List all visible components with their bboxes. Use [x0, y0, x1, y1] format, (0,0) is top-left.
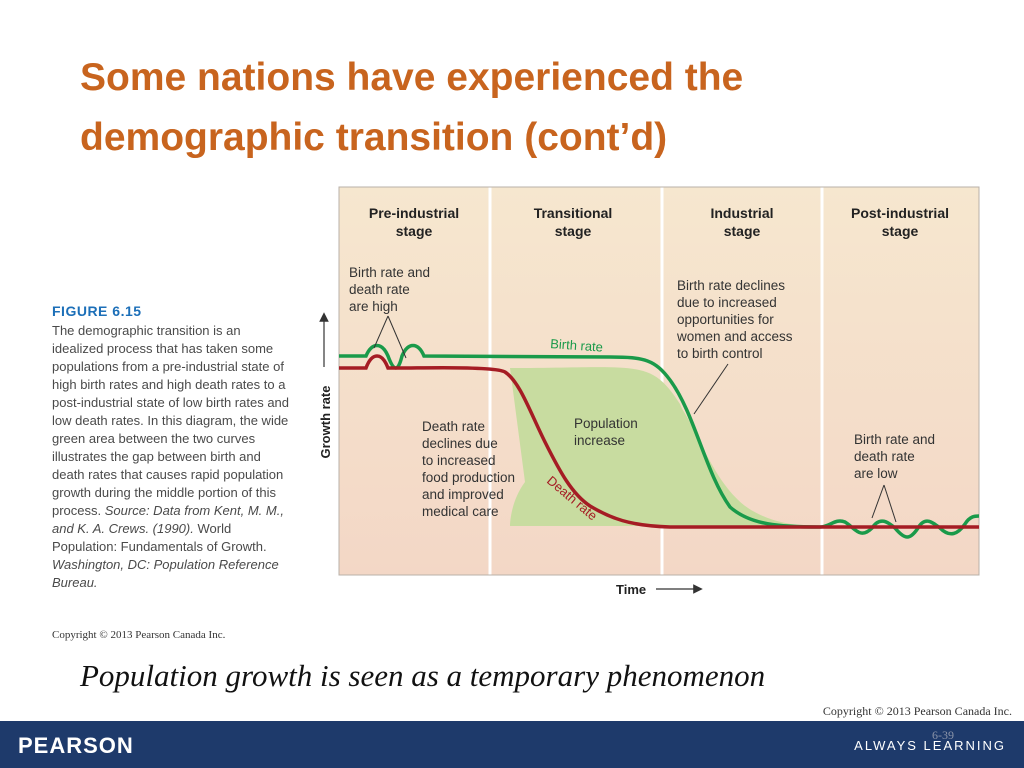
leader-pre-high-b [387, 315, 407, 359]
footer-copyright: Copyright © 2013 Pearson Canada Inc. [822, 704, 1012, 718]
y-axis-label: Growth rate [318, 386, 333, 459]
annotation-pre-high-2: death rate [349, 282, 410, 297]
figure-caption-text: The demographic transition is an idealiz… [52, 323, 290, 518]
population-increase-area-upper [510, 368, 810, 527]
leader-post-low-b [883, 484, 897, 523]
leader-birth-declines [693, 363, 729, 415]
stage-3-header: Industrial [710, 205, 773, 221]
annotation-post-low-1: Birth rate and [854, 432, 935, 447]
figure-label: FIGURE 6.15 [52, 303, 142, 319]
annotation-birth-declines-3: opportunities for [677, 312, 774, 327]
annotation-death-declines-3: to increased [422, 453, 496, 468]
figure-copyright: Copyright © 2013 Pearson Canada Inc. [52, 629, 226, 641]
figure-source: Source: Data from Kent, M. M., and K. A.… [52, 503, 284, 536]
annotation-post-low-3: are low [854, 466, 898, 481]
stage-4-header: Post-industrial [851, 205, 949, 221]
annotation-death-declines-5: and improved [422, 487, 504, 502]
leader-post-low-a [871, 484, 885, 519]
diagram-border [338, 186, 980, 576]
death-rate-curve [339, 354, 979, 529]
annotation-death-declines-1: Death rate [422, 419, 485, 434]
figure-source-title: World Population: Fundamentals of Growth… [52, 521, 267, 554]
annotation-pre-high-1: Birth rate and [349, 265, 430, 280]
title-line-2: demographic transition (cont’d) [80, 116, 668, 159]
x-axis-label: Time [616, 582, 646, 597]
annotation-pre-high-3: are high [349, 299, 398, 314]
figure-source-place: Washington, DC: Population Reference Bur… [52, 557, 279, 590]
footer-tagline: ALWAYS LEARNING [854, 738, 1006, 753]
annotation-population-increase-2: increase [574, 433, 625, 448]
title-line-1: Some nations have experienced the [80, 56, 744, 99]
annotation-death-declines-4: food production [422, 470, 515, 485]
stage-4-header-line2: stage [882, 223, 919, 239]
footer-bar: PEARSON ALWAYS LEARNING [0, 721, 1024, 768]
annotation-population-increase-1: Population [574, 416, 638, 431]
slide-title: Some nations have experienced the demogr… [80, 48, 980, 168]
annotation-birth-declines-2: due to increased [677, 295, 777, 310]
annotation-birth-declines-4: women and access [676, 329, 793, 344]
annotation-birth-declines-1: Birth rate declines [677, 278, 785, 293]
birth-rate-label: Birth rate [550, 336, 604, 355]
slide-number: 6-39 [932, 728, 954, 742]
stage-3-header-line2: stage [724, 223, 761, 239]
annotation-post-low-2: death rate [854, 449, 915, 464]
stage-2-header-line2: stage [555, 223, 592, 239]
stage-1-header-line2: stage [396, 223, 433, 239]
annotation-birth-declines-5: to birth control [677, 346, 763, 361]
demographic-transition-diagram: Pre-industrial stage Transitional stage … [318, 186, 980, 597]
leader-pre-high-a [373, 315, 389, 349]
annotation-death-declines-6: medical care [422, 504, 499, 519]
pearson-logo: PEARSON [18, 733, 134, 758]
annotation-death-declines-2: declines due [422, 436, 498, 451]
stage-2-header: Transitional [534, 205, 613, 221]
figure-caption: FIGURE 6.15 The demographic transition i… [52, 302, 292, 592]
stage-1-header: Pre-industrial [369, 205, 459, 221]
slide-subtitle: Population growth is seen as a temporary… [80, 658, 766, 693]
